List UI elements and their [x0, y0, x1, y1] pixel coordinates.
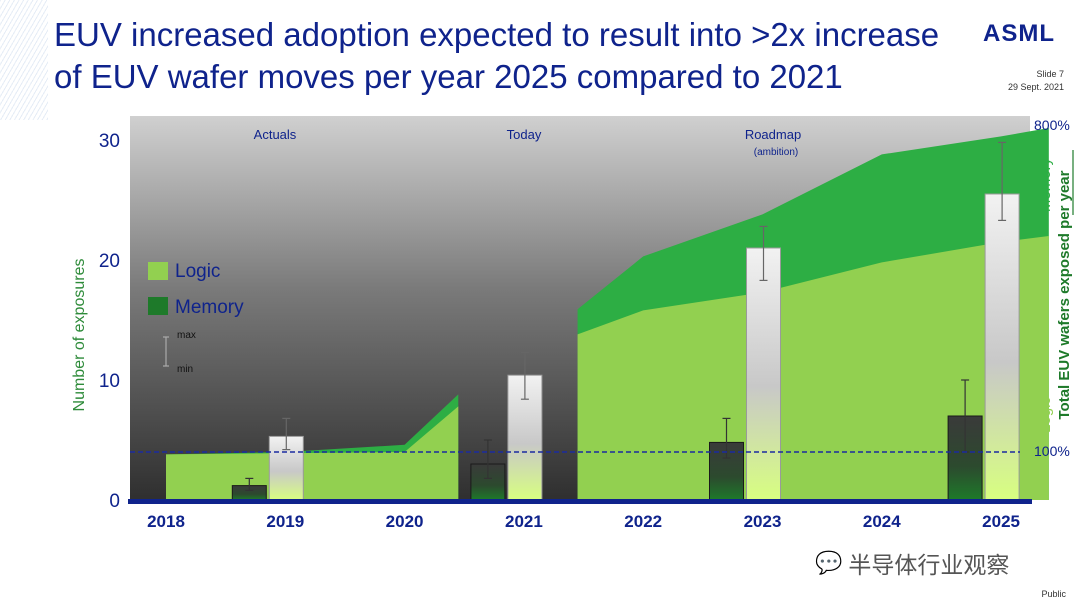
- y-axis-label: Number of exposures: [71, 259, 88, 412]
- phase-label-actuals: Actuals: [254, 127, 297, 142]
- legend-swatch-logic: [148, 262, 168, 280]
- x-tick-label-2024: 2024: [863, 512, 901, 531]
- x-tick-label-2023: 2023: [744, 512, 782, 531]
- watermark: 💬 半导体行业观察: [815, 546, 1009, 580]
- y-tick-label-0: 0: [109, 491, 120, 512]
- legend-range-icon: [163, 336, 169, 367]
- phase-label-roadmap: Roadmap: [745, 127, 801, 142]
- title-line-2: of EUV wafer moves per year 2025 compare…: [54, 58, 843, 95]
- area-series: [166, 128, 1049, 500]
- slide-title: EUV increased adoption expected to resul…: [54, 14, 964, 98]
- slide-meta: Slide 7 29 Sept. 2021: [1008, 68, 1064, 94]
- y2-tick-100: 100%: [1034, 443, 1070, 459]
- slide-number: Slide 7: [1036, 69, 1064, 79]
- y-tick-label-20: 20: [99, 251, 120, 272]
- bar-series: [231, 141, 1020, 501]
- x-tick-label-2020: 2020: [386, 512, 424, 531]
- legend-label-max: max: [177, 330, 196, 341]
- legend-swatch-memory: [148, 297, 168, 315]
- legend-label-min: min: [177, 364, 193, 375]
- legend-label-memory: Memory: [175, 297, 244, 318]
- area-logic: [166, 236, 1049, 500]
- watermark-text: 半导体行业观察: [848, 552, 1010, 578]
- x-axis-ticks: 2018 2019 2020 2021 2022 2023 2024 2025: [147, 512, 1020, 531]
- slide-date: 29 Sept. 2021: [1007, 82, 1064, 92]
- company-logo: ASML: [983, 20, 1055, 47]
- y2-tick-800: 800%: [1034, 117, 1070, 133]
- bar-logic-2025: [984, 193, 1020, 501]
- y2-series-label-logic: Logic: [1037, 397, 1054, 433]
- phase-label-today: Today: [507, 127, 542, 142]
- x-tick-label-2021: 2021: [505, 512, 543, 531]
- header-decoration: [0, 0, 48, 120]
- y2-series-label-memory: Memory: [1037, 157, 1054, 212]
- x-tick-label-2019: 2019: [266, 512, 304, 531]
- x-axis-baseline: [128, 499, 1032, 504]
- wechat-icon: 💬: [815, 550, 843, 575]
- x-tick-label-2018: 2018: [147, 512, 185, 531]
- legend-label-logic: Logic: [175, 261, 220, 282]
- x-tick-label-2025: 2025: [982, 512, 1020, 531]
- x-tick-label-2022: 2022: [624, 512, 662, 531]
- y-tick-label-30: 30: [99, 131, 120, 152]
- classification-label: Public: [1041, 589, 1066, 599]
- bar-logic-2023: [746, 247, 781, 501]
- y2-axis-label: Total EUV wafers exposed per year: [1056, 170, 1073, 419]
- y-tick-label-10: 10: [99, 371, 120, 392]
- phase-label-roadmap-note: (ambition): [754, 147, 798, 158]
- y-axis-ticks: 0 10 20 30: [99, 131, 120, 512]
- title-line-1: EUV increased adoption expected to resul…: [54, 16, 940, 53]
